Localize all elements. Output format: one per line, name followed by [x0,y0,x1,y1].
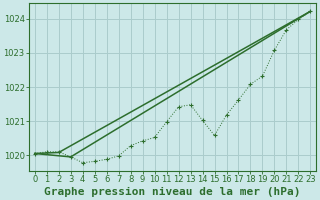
X-axis label: Graphe pression niveau de la mer (hPa): Graphe pression niveau de la mer (hPa) [44,186,301,197]
